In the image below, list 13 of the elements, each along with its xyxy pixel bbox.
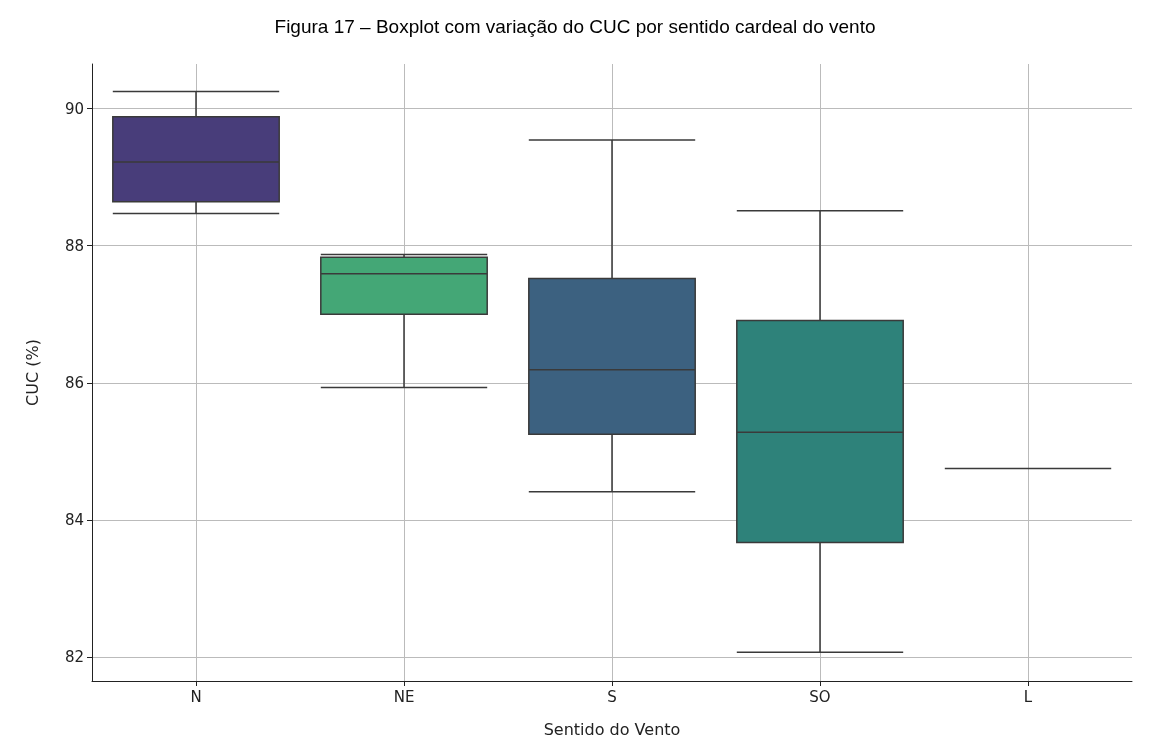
x-tick-label: S — [607, 687, 617, 706]
y-tick-label: 82 — [64, 648, 84, 667]
y-tick-label: 90 — [64, 99, 84, 118]
chart-title: Figura 17 – Boxplot com variação do CUC por sentido cardeal do vento — [274, 16, 876, 37]
y-tick-label: 86 — [64, 373, 84, 392]
y-tick-label: 84 — [64, 510, 84, 529]
y-axis-title: CUC (%) — [22, 339, 42, 406]
y-tick-label: 88 — [64, 236, 84, 255]
x-tick-label: SO — [809, 687, 831, 706]
x-axis-title: Sentido do Vento — [543, 719, 681, 739]
x-tick-label: N — [190, 687, 202, 706]
x-tick-label: NE — [393, 687, 415, 706]
x-tick-label: L — [1023, 687, 1033, 706]
